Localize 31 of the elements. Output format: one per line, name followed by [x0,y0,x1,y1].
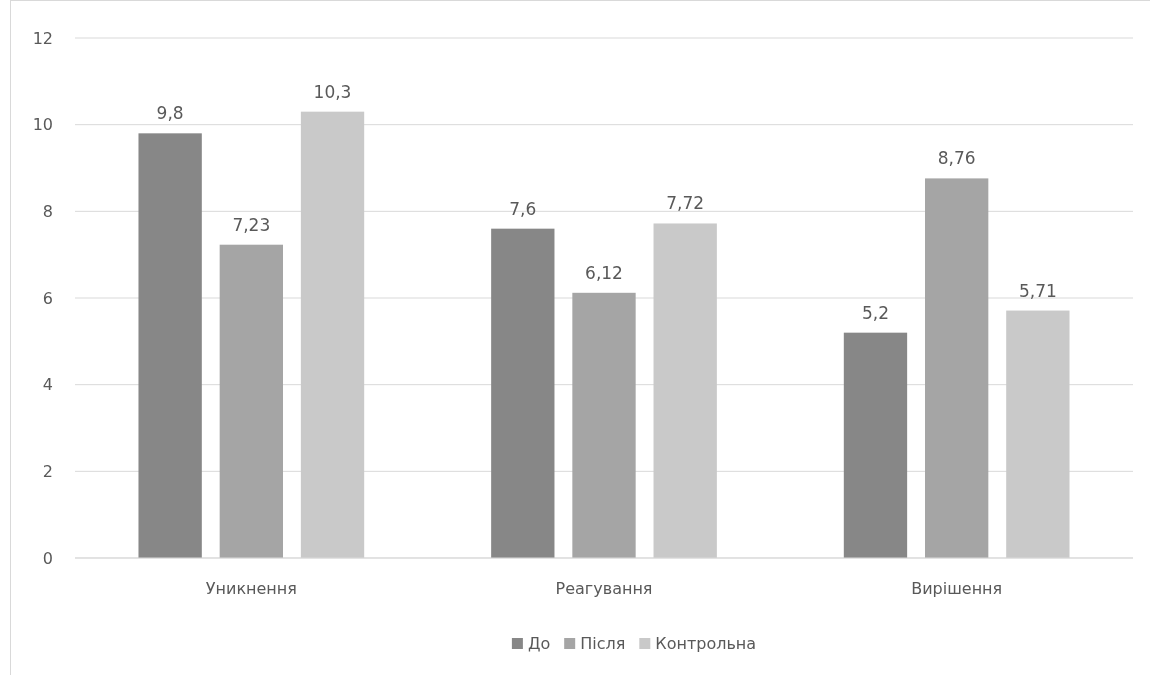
bar [138,133,202,558]
y-tick-label: 8 [42,201,53,221]
y-tick-label: 2 [42,461,53,481]
data-label: 5,71 [1018,280,1057,301]
bar [1006,310,1070,558]
bar [843,332,908,558]
legend-label: До [527,634,551,653]
x-tick-label: Вирішення [911,579,1003,599]
y-tick-label: 10 [32,115,53,135]
bar [925,178,989,558]
data-label: 7,23 [232,214,271,235]
x-tick-label: Реагування [555,579,653,599]
data-label: 9,8 [156,103,184,124]
data-label: 5,2 [861,302,889,323]
y-tick-label: 6 [42,288,53,308]
bar [572,292,636,558]
data-label: 8,76 [937,148,976,169]
data-label: 6,12 [585,262,623,283]
bar [653,223,717,558]
bar [219,244,283,558]
legend-label: Контрольна [655,634,757,653]
y-tick-label: 12 [32,28,53,48]
data-label: 7,72 [666,193,705,214]
y-tick-label: 4 [42,375,53,395]
bar [300,111,365,558]
data-label: 10,3 [313,81,352,102]
y-tick-label: 0 [42,548,53,568]
x-tick-label: Уникнення [205,579,297,599]
bar [491,228,555,558]
data-label: 7,6 [509,198,537,219]
legend-label: Після [580,634,626,653]
